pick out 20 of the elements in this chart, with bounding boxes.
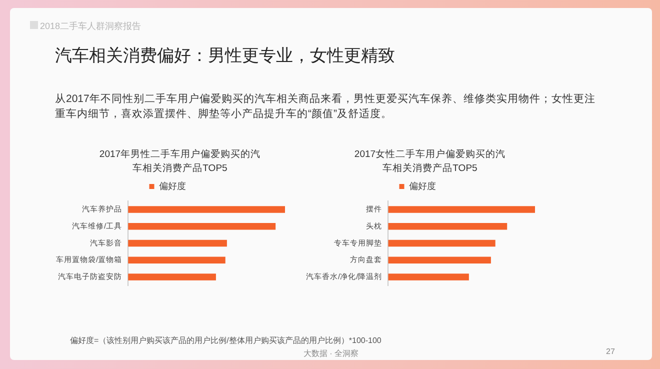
bar [128,256,226,264]
bar [388,274,469,280]
bar [128,206,285,213]
bar [128,240,227,247]
bar [128,222,276,230]
text: 汽车相关消费偏好：男性更专业，女性更精致 [55,45,395,67]
chart-title: 2017年男性二手车用户偏爱购买的汽车相关消费产品TOP5 [98,148,262,176]
text: 大数据 · 全洞察 [303,349,359,358]
text: 从2017年不同性别二手车用户偏爱购买的汽车相关商品来看，男性更爱买汽车保养、维修类实用物件；女性更注重车内细节，喜欢添置摆件、脚垫等小产品提升车的“颜值”及舒适度。 [55,92,596,122]
bar [388,206,535,213]
legend-label: 偏好度 [408,180,436,191]
chart-title: 2017女性二手车用户偏爱购买的汽车相关消费产品TOP5 [353,148,507,176]
legend-label: 偏好度 [158,180,186,191]
bar [128,274,216,280]
bar [388,256,491,264]
text: 偏好度=（该性别用户购买该产品的用户比例/整体用户购买该产品的用户比例）*100-100 [70,335,382,346]
text: 27 [606,347,615,356]
bar [388,240,496,247]
text: 2018二手车人群洞察报告 [40,20,142,33]
bar [388,222,508,230]
